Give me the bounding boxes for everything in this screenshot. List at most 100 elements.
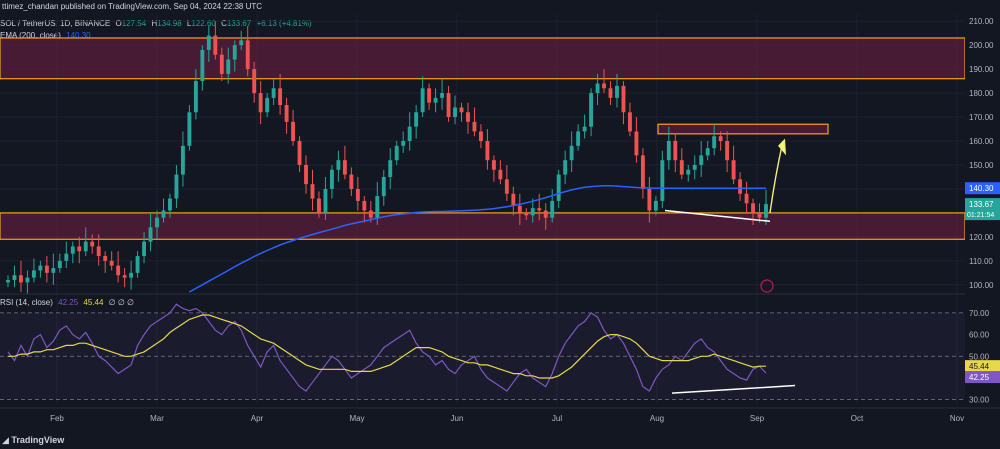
rsi-axis-bg: [965, 296, 1000, 410]
candle-body: [660, 160, 665, 201]
candle-body: [226, 59, 231, 74]
candle-body: [278, 88, 283, 106]
time-tick-label: Aug: [650, 414, 664, 423]
time-tick-label: Sep: [750, 414, 765, 423]
projection-arrowhead: [778, 138, 786, 156]
candle-body: [116, 265, 121, 276]
candles: [6, 21, 768, 295]
candle-body: [349, 174, 354, 189]
candle-body: [31, 270, 36, 278]
rsi-band: [0, 312, 965, 400]
candle-body: [744, 193, 749, 204]
brand-name: TradingView: [11, 435, 65, 445]
price-tick-label: 110.00: [969, 257, 993, 266]
candle-body: [647, 188, 652, 211]
candle-body: [699, 155, 704, 165]
candle-body: [96, 246, 101, 257]
candle-body: [692, 164, 697, 170]
candle-body: [718, 136, 723, 142]
candle-body: [589, 93, 594, 127]
high-label: H: [151, 19, 158, 28]
candle-body: [686, 169, 691, 175]
candle-body: [764, 204, 768, 218]
countdown-text: 01:21:54: [967, 212, 994, 219]
time-tick-label: Feb: [50, 414, 64, 423]
tradingview-logo[interactable]: ◢ TradingView: [2, 435, 65, 445]
candle-body: [271, 88, 276, 98]
candle-body: [530, 208, 535, 216]
candle-body: [757, 212, 762, 218]
candle-body: [57, 260, 62, 269]
rsi-line: [7, 303, 767, 392]
candle-body: [155, 217, 159, 228]
candle-body: [608, 88, 613, 98]
candle-body: [187, 112, 192, 146]
rsi-tick-label: 40.00: [969, 374, 990, 383]
ema-label: EMA (200, close): [0, 31, 61, 40]
candle-body: [206, 35, 211, 50]
candle-body: [679, 160, 684, 175]
candle-body: [219, 54, 224, 74]
time-tick-label: Jul: [552, 414, 562, 423]
candle-body: [738, 179, 743, 194]
ema-legend[interactable]: EMA (200, close) 140.30: [0, 31, 91, 40]
candle-body: [25, 277, 30, 283]
candle-body: [504, 179, 509, 194]
candle-body: [200, 49, 205, 82]
rsi-value: 42.25: [58, 298, 79, 307]
candle-body: [414, 112, 419, 127]
candle-body: [459, 107, 464, 113]
candle-body: [122, 275, 127, 278]
candle-body: [524, 212, 529, 216]
rsi-axis[interactable]: 70.00 60.00 50.00 40.00 30.00 45.44 42.25: [965, 296, 1000, 410]
candle-body: [180, 145, 185, 175]
price-axis-bg: [965, 14, 1000, 292]
rsi-legend[interactable]: RSI (14, close) 42.25 45.44 ∅ ∅ ∅: [0, 298, 134, 307]
open-value: 127.54: [121, 19, 147, 28]
price-tick-label: 100.00: [969, 281, 994, 290]
time-tick-label: Mar: [150, 414, 164, 423]
publisher-bar: ttimez_chandan published on TradingView.…: [0, 0, 1000, 14]
candle-body: [168, 198, 172, 211]
candle-body: [712, 136, 717, 149]
price-tick-label: 160.00: [969, 137, 994, 146]
candle-body: [90, 241, 95, 247]
candle-body: [602, 83, 606, 89]
symbol-name[interactable]: SOL / TetherUS, 1D, BINANCE: [0, 19, 111, 28]
price-tick-label: 210.00: [969, 17, 994, 26]
rsi-trendline: [671, 384, 796, 394]
candle-body: [362, 200, 367, 211]
candle-body: [381, 176, 386, 197]
event-icon: [760, 279, 774, 293]
price-axis[interactable]: 210.00 200.00 190.00 180.00 170.00 160.00 150.…: [965, 14, 1000, 292]
time-axis[interactable]: Feb Mar Apr May Jun Jul Aug Sep Oct Nov: [0, 407, 1000, 423]
candle-body: [284, 105, 289, 122]
candle-body: [252, 69, 257, 94]
candle-body: [621, 85, 626, 113]
candle-body: [388, 160, 393, 177]
low-value: 122.60: [191, 19, 216, 28]
price-zone: [0, 37, 966, 80]
candle-body: [466, 112, 470, 122]
open-label: O: [115, 19, 122, 28]
time-tick-label: Oct: [851, 414, 864, 423]
candle-body: [38, 265, 43, 271]
rsi-ma-value: 45.44: [83, 298, 104, 307]
low-label: L: [186, 19, 192, 28]
candle-body: [491, 160, 496, 170]
candle-body: [12, 275, 17, 281]
candle-body: [556, 174, 561, 201]
time-tick-label: Jun: [451, 414, 464, 423]
candle-body: [44, 265, 49, 273]
candle-body: [705, 148, 710, 156]
time-tick-label: Apr: [251, 414, 264, 423]
candle-body: [485, 141, 490, 161]
rsi-ma-line: [8, 314, 766, 379]
candle-body: [725, 141, 730, 161]
time-tick-label: May: [349, 414, 364, 423]
candle-body: [103, 256, 108, 261]
candle-body: [355, 188, 360, 201]
rsi-tick-label: 30.00: [969, 396, 990, 405]
candle-body: [634, 131, 639, 156]
